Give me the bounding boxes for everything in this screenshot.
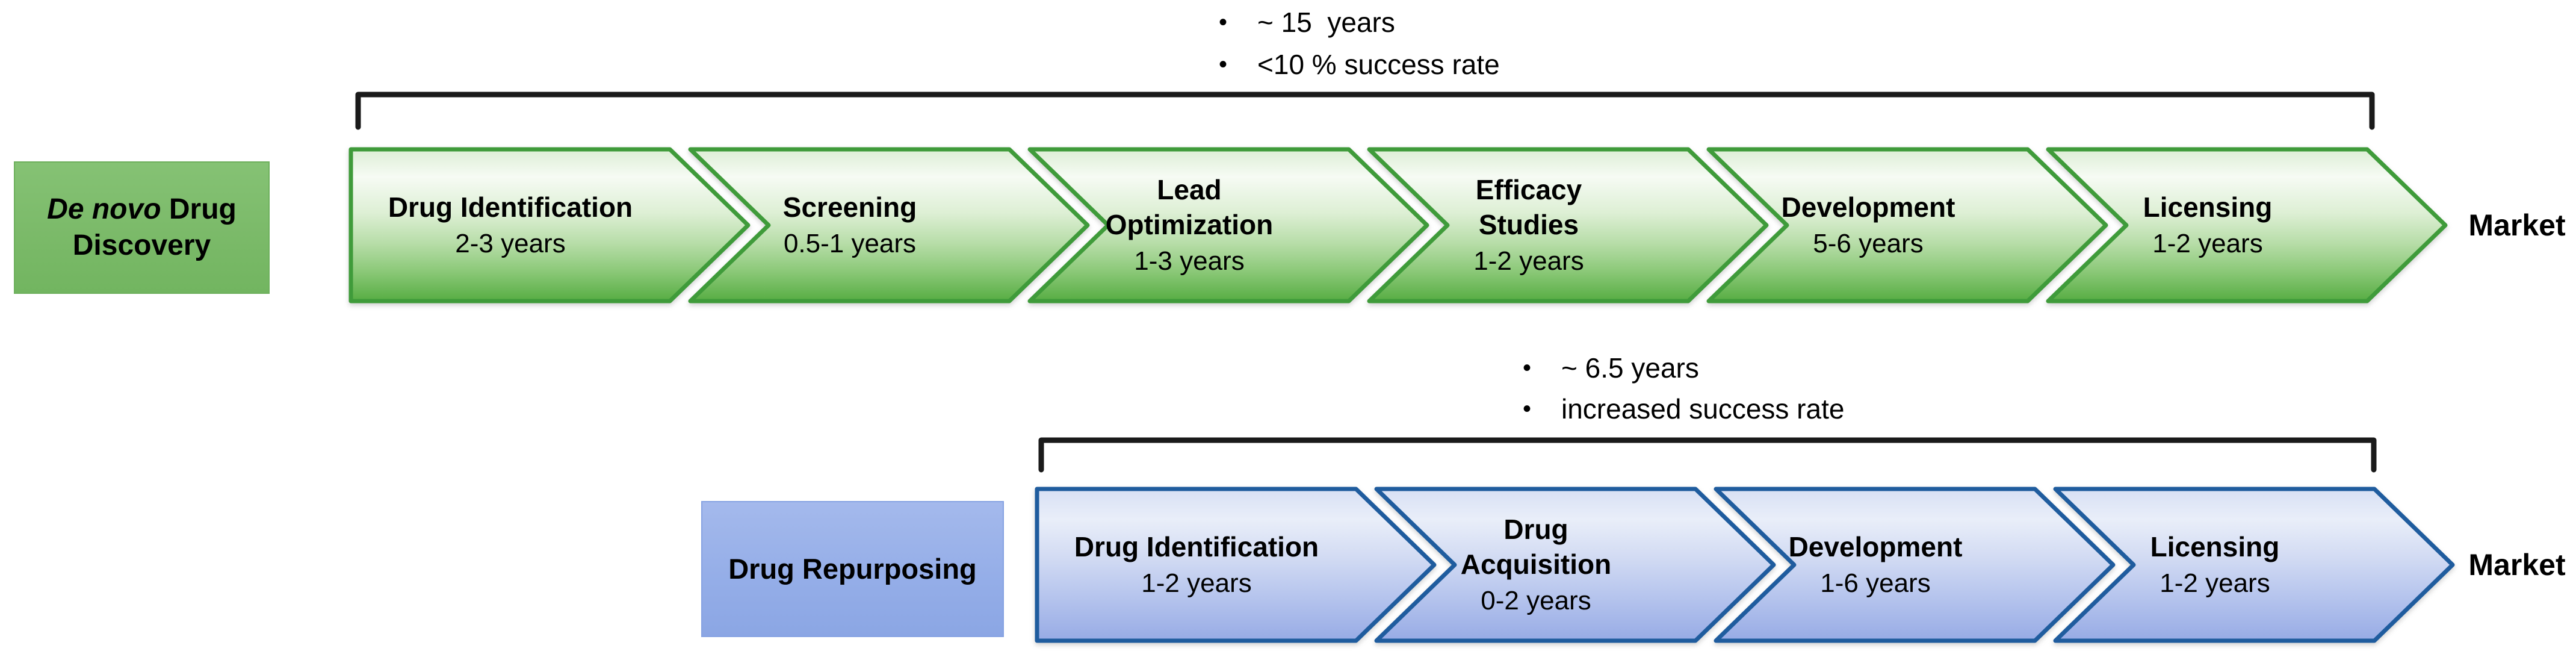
chevron-shape [1714,487,2116,643]
bottom-annotation: • ~ 6.5 years • increased success rate [1523,347,1844,429]
chevron-shape [2046,147,2448,303]
de-novo-label: De novo Drug Discovery [26,191,258,264]
stage-chevron-development-repurposing: Development 1-6 years [1714,487,2116,643]
chevron-shape [1374,487,1776,643]
top-annotation-line-2: • <10 % success rate [1219,43,1500,86]
chevron-shape [1027,147,1429,303]
drug-repurposing-label-box: Drug Repurposing [701,501,1004,637]
chevron-shape [1367,147,1769,303]
top-annotation-text-1: ~ 15 years [1257,7,1395,38]
drug-repurposing-label: Drug Repurposing [728,552,977,585]
bottom-annotation-line-1: • ~ 6.5 years [1523,347,1844,388]
bullet-icon: • [1523,355,1532,381]
stage-chevron-drug-identification-repurposing: Drug Identification 1-2 years [1035,487,1437,643]
top-annotation-text-2: <10 % success rate [1257,49,1500,80]
chevron-shape [688,147,1090,303]
stage-chevron-drug-acquisition: Drug Acquisition 0-2 years [1374,487,1776,643]
de-novo-label-rest: Drug Discovery [72,193,237,261]
chevron-shape [1706,147,2108,303]
bullet-icon: • [1523,396,1532,422]
chevron-shape [348,147,751,303]
top-annotation-line-1: • ~ 15 years [1219,1,1500,43]
chevron-shape [2053,487,2455,643]
bottom-annotation-text-1: ~ 6.5 years [1561,352,1699,384]
top-market-label: Market [2468,208,2566,242]
de-novo-label-italic: De novo [47,193,161,225]
bottom-market-label: Market [2468,548,2566,582]
top-annotation: • ~ 15 years • <10 % success rate [1219,1,1500,86]
bullet-icon: • [1219,9,1228,36]
bottom-annotation-text-2: increased success rate [1561,393,1845,425]
bullet-icon: • [1219,51,1228,78]
stage-chevron-licensing-repurposing: Licensing 1-2 years [2053,487,2455,643]
de-novo-label-box: De novo Drug Discovery [14,161,270,294]
bottom-annotation-line-2: • increased success rate [1523,388,1844,429]
chevron-shape [1035,487,1437,643]
